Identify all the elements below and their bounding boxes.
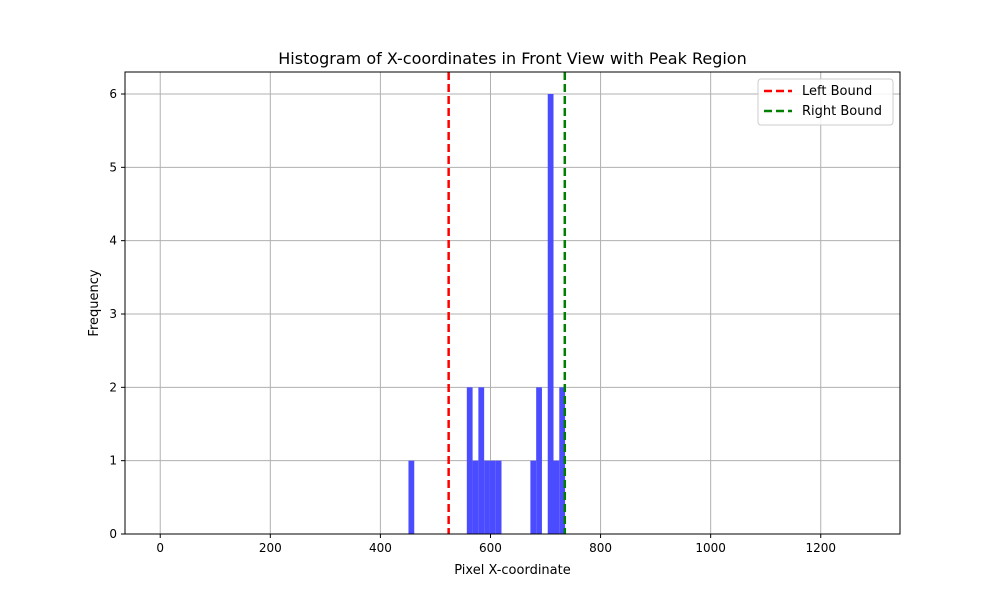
histogram-bar <box>536 387 542 534</box>
y-tick-label: 4 <box>109 234 117 248</box>
plot-frame <box>124 71 901 535</box>
histogram-bar <box>495 460 502 534</box>
histogram-bar <box>484 460 490 534</box>
histogram-bar <box>559 387 566 534</box>
y-axis-label: Frequency <box>87 269 102 336</box>
y-tick-label: 3 <box>109 307 117 321</box>
histogram-bar <box>472 460 479 534</box>
y-tick-label: 6 <box>109 87 117 101</box>
bars <box>408 94 566 534</box>
y-tick-label: 1 <box>109 454 117 468</box>
x-axis-ticks: 0 200 400 600 800 1000 1200 <box>156 534 836 555</box>
histogram-bar <box>478 387 485 534</box>
x-tick-label: 400 <box>369 541 392 555</box>
y-axis-ticks: 0 1 2 3 4 5 6 <box>109 87 125 541</box>
histogram-bar <box>547 94 554 534</box>
x-tick-label: 1000 <box>695 541 726 555</box>
x-tick-label: 0 <box>156 541 164 555</box>
reference-lines <box>447 72 567 534</box>
x-tick-label: 1200 <box>805 541 836 555</box>
chart-title: Histogram of X-coordinates in Front View… <box>278 49 746 68</box>
y-tick-label: 5 <box>109 160 117 174</box>
legend: Left Bound Right Bound <box>757 78 894 126</box>
y-tick-label: 0 <box>109 527 117 541</box>
y-tick-label: 2 <box>109 380 117 394</box>
histogram-bar <box>408 460 415 534</box>
histogram-bar <box>553 460 560 534</box>
histogram-bar <box>466 387 473 534</box>
x-axis-label: Pixel X-coordinate <box>454 563 571 578</box>
x-tick-label: 800 <box>589 541 612 555</box>
x-tick-label: 600 <box>479 541 502 555</box>
histogram-bar <box>530 460 537 534</box>
legend-label: Right Bound <box>802 104 882 119</box>
x-tick-label: 200 <box>259 541 282 555</box>
grid <box>125 72 900 535</box>
legend-label: Left Bound <box>802 84 872 99</box>
histogram-bar <box>489 460 496 534</box>
